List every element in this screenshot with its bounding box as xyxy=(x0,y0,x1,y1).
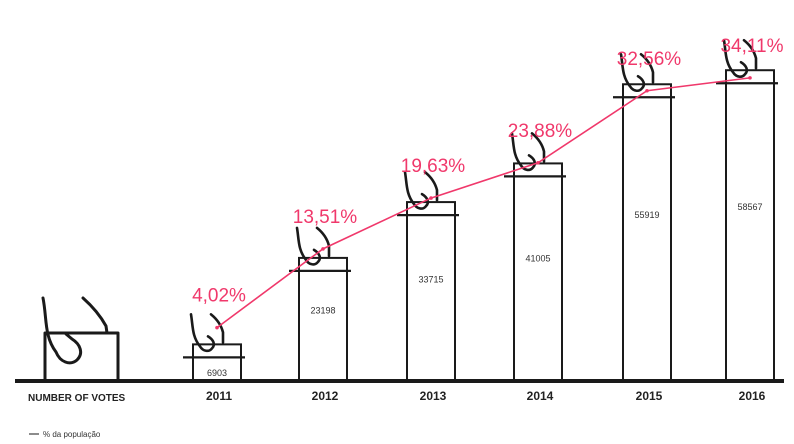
percent-label: 19,63% xyxy=(401,156,466,177)
bar-value-label: 6903 xyxy=(207,368,227,378)
ballot-box-icon xyxy=(41,296,120,382)
bar-2015 xyxy=(622,83,672,383)
percent-label: 32,56% xyxy=(617,49,682,70)
labels-group: 6903 4,02% 2011 23198 13,51% 2012 33715 19,63% 2… xyxy=(192,36,784,403)
percent-label: 13,51% xyxy=(293,207,358,228)
hand-icon xyxy=(619,52,655,93)
bar-value-label: 41005 xyxy=(525,253,550,263)
percent-point-2015 xyxy=(645,88,649,93)
x-tick-label: 2016 xyxy=(739,389,766,403)
x-tick-label: 2015 xyxy=(636,389,663,403)
x-tick-label: 2014 xyxy=(527,389,554,403)
bar-value-label: 33715 xyxy=(418,275,443,285)
percent-point-2011 xyxy=(215,325,219,330)
hand-icon xyxy=(722,38,758,78)
x-tick-label: 2012 xyxy=(312,389,339,403)
percent-point-2012 xyxy=(321,247,325,251)
percentage-line xyxy=(216,77,751,329)
bar-value-label: 58567 xyxy=(737,202,762,212)
bar-value-label: 23198 xyxy=(310,305,335,315)
percent-label: 23,88% xyxy=(508,121,573,142)
percent-point-2013 xyxy=(429,196,433,200)
hand-icon xyxy=(510,132,546,172)
percent-point-2016 xyxy=(748,76,752,80)
bar-2013 xyxy=(406,201,456,382)
bars-group xyxy=(183,69,778,383)
percent-label: 34,11% xyxy=(720,36,783,57)
bar-value-label: 55919 xyxy=(634,210,659,220)
percent-label: 4,02% xyxy=(192,286,246,307)
bar-2012 xyxy=(298,256,348,383)
bar-2016 xyxy=(725,69,775,383)
percent-point-2014 xyxy=(536,160,540,165)
hand-icon xyxy=(189,313,225,353)
legend-label: % da população xyxy=(43,430,101,439)
bar-2014 xyxy=(513,162,563,382)
x-tick-label: 2011 xyxy=(206,389,232,403)
x-tick-label: 2013 xyxy=(420,389,447,403)
x-axis-title: NUMBER OF VOTES xyxy=(28,393,126,404)
